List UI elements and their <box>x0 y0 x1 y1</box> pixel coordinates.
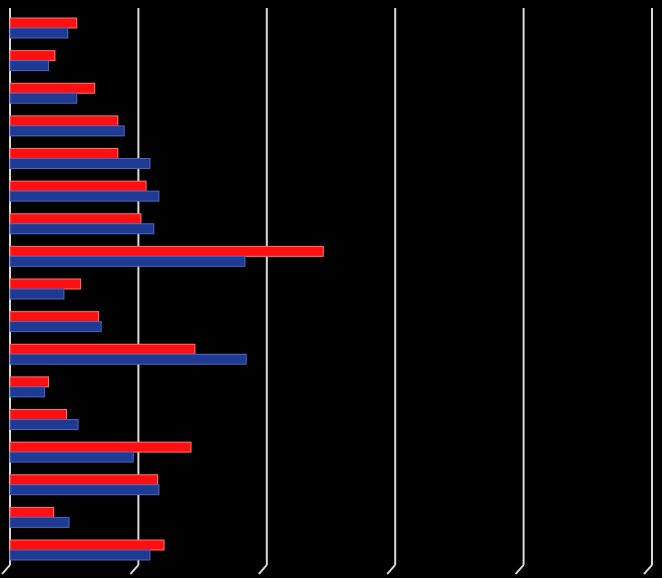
grid-line-depth <box>643 564 653 575</box>
bar <box>9 506 55 518</box>
bar <box>9 484 160 496</box>
bar <box>9 125 125 137</box>
bar <box>9 549 151 561</box>
grid-line-depth <box>514 564 525 575</box>
grid-line-depth <box>386 564 396 575</box>
bar <box>9 190 160 202</box>
bar <box>9 409 67 420</box>
bar <box>9 419 79 430</box>
bar <box>9 17 78 29</box>
bar <box>9 311 100 323</box>
bar <box>9 278 82 290</box>
bar <box>9 148 119 159</box>
bar <box>9 27 69 39</box>
bar <box>9 158 151 169</box>
bar <box>9 386 46 398</box>
grid-line-depth <box>1 564 11 575</box>
grid-line-depth <box>129 564 140 575</box>
bar <box>9 213 142 225</box>
bar <box>9 353 247 365</box>
bar <box>9 255 246 267</box>
bar <box>9 451 134 463</box>
bar <box>9 82 96 94</box>
bar <box>9 92 78 104</box>
bar <box>9 245 324 257</box>
bar <box>9 343 196 355</box>
bar <box>9 223 155 235</box>
bar <box>9 539 165 551</box>
bar <box>9 288 65 300</box>
bar <box>9 321 102 333</box>
bar <box>9 115 119 127</box>
bar <box>9 180 147 192</box>
bar <box>9 60 50 72</box>
bar <box>9 474 159 486</box>
bar <box>9 441 192 453</box>
bar <box>9 376 50 388</box>
grid-line-depth <box>258 564 268 575</box>
bar <box>9 50 56 62</box>
bar <box>9 516 70 528</box>
